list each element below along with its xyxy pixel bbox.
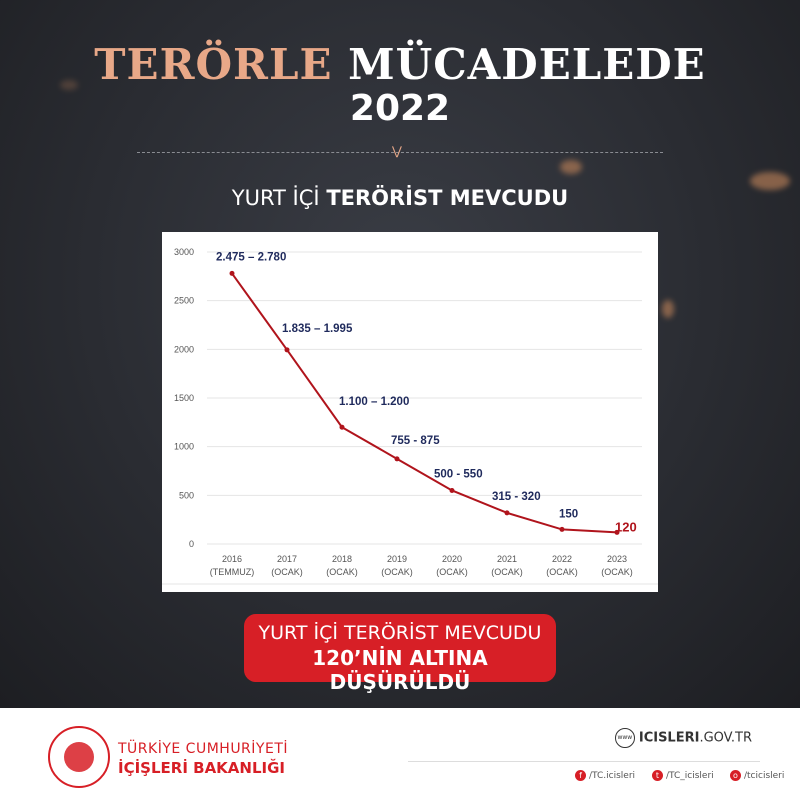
y-tick-label: 2000 bbox=[174, 344, 194, 354]
x-tick-label: 2019 bbox=[387, 554, 407, 564]
x-tick-label: 2018 bbox=[332, 554, 352, 564]
data-label: 755 - 875 bbox=[391, 435, 440, 447]
x-tick-label: 2020 bbox=[442, 554, 462, 564]
subtitle-light: YURT İÇİ bbox=[231, 186, 320, 210]
series-line bbox=[231, 272, 618, 534]
twitter-link[interactable]: t/TC_icisleri bbox=[652, 770, 714, 781]
x-tick-label: (OCAK) bbox=[546, 567, 578, 577]
chevron-down-icon: ⋁ bbox=[392, 144, 402, 158]
x-tick-label: (OCAK) bbox=[601, 567, 633, 577]
data-point bbox=[284, 347, 290, 353]
website-bold: ICISLERI bbox=[638, 730, 700, 746]
x-tick-label: 2017 bbox=[277, 554, 297, 564]
y-tick-label: 0 bbox=[189, 539, 194, 549]
ministry-seal-logo bbox=[48, 726, 110, 788]
title-rest: MÜCADELEDE bbox=[348, 40, 706, 89]
footer-divider bbox=[408, 761, 760, 762]
website-rest: .GOV.TR bbox=[699, 730, 752, 746]
instagram-icon: o bbox=[730, 770, 741, 781]
x-tick-label: 2021 bbox=[497, 554, 517, 564]
divider bbox=[137, 152, 663, 153]
y-tick-label: 1500 bbox=[174, 393, 194, 403]
data-point bbox=[339, 424, 345, 430]
ember-decoration bbox=[750, 172, 790, 190]
x-tick-label: 2023 bbox=[607, 554, 627, 564]
twitter-icon: t bbox=[652, 770, 663, 781]
y-tick-label: 2500 bbox=[174, 296, 194, 306]
main-title: TERÖRLE MÜCADELEDE bbox=[0, 40, 800, 89]
org-name-line2: İÇİŞLERİ BAKANLIĞI bbox=[118, 759, 285, 777]
title-year: 2022 bbox=[349, 88, 451, 129]
facebook-link[interactable]: f/TC.icisleri bbox=[575, 770, 635, 781]
data-point bbox=[504, 510, 510, 516]
y-tick-label: 500 bbox=[179, 490, 194, 500]
chart-panel: 0 500 1000 1500 2000 2500 3000 2016 (TEMMUZ) 2017… bbox=[162, 232, 658, 592]
data-label: 2.475 – 2.780 bbox=[216, 251, 286, 263]
banner-line1: YURT İÇİ TERÖRİST MEVCUDU bbox=[258, 622, 542, 644]
line-chart: 0 500 1000 1500 2000 2500 3000 2016 (TEMMUZ) 2017… bbox=[162, 247, 658, 585]
banner-line2: 120’NİN ALTINA DÜŞÜRÜLDÜ bbox=[312, 646, 488, 694]
y-tick-label: 1000 bbox=[174, 442, 194, 452]
subtitle-bold: TERÖRİST MEVCUDU bbox=[326, 186, 569, 210]
data-label: 500 - 550 bbox=[434, 468, 483, 480]
data-point bbox=[449, 487, 455, 493]
ember-decoration bbox=[662, 300, 674, 318]
chart-subtitle: YURT İÇİ TERÖRİST MEVCUDU bbox=[0, 186, 800, 210]
website-link[interactable]: www ICISLERI.GOV.TR bbox=[614, 728, 752, 748]
data-label: 315 - 320 bbox=[492, 491, 541, 503]
x-tick-label: (TEMMUZ) bbox=[210, 567, 255, 577]
x-tick-label: (OCAK) bbox=[436, 567, 468, 577]
data-label: 150 bbox=[559, 508, 578, 520]
data-point bbox=[229, 270, 235, 276]
x-tick-label: 2022 bbox=[552, 554, 572, 564]
ember-decoration bbox=[560, 160, 582, 174]
x-tick-label: (OCAK) bbox=[326, 567, 358, 577]
data-point bbox=[559, 526, 565, 532]
footer: TÜRKİYE CUMHURİYETİ İÇİŞLERİ BAKANLIĞI w… bbox=[0, 708, 800, 800]
data-point bbox=[614, 529, 620, 535]
y-tick-label: 3000 bbox=[174, 247, 194, 257]
x-tick-label: (OCAK) bbox=[271, 567, 303, 577]
x-tick-label: (OCAK) bbox=[381, 567, 413, 577]
x-tick-label: (OCAK) bbox=[491, 567, 523, 577]
facebook-icon: f bbox=[575, 770, 586, 781]
org-name-line1: TÜRKİYE CUMHURİYETİ bbox=[118, 741, 288, 757]
data-point bbox=[394, 456, 400, 462]
x-tick-label: 2016 bbox=[222, 554, 242, 564]
instagram-link[interactable]: o/tcicisleri bbox=[730, 770, 784, 781]
title-accent: TERÖRLE bbox=[94, 40, 333, 89]
facebook-handle: /TC.icisleri bbox=[589, 771, 636, 781]
twitter-handle: /TC_icisleri bbox=[666, 771, 714, 781]
globe-icon: www bbox=[614, 728, 635, 748]
data-label: 120 bbox=[615, 519, 637, 534]
highlight-banner: YURT İÇİ TERÖRİST MEVCUDU 120’NİN ALTINA… bbox=[244, 614, 556, 694]
instagram-handle: /tcicisleri bbox=[744, 771, 785, 781]
ember-decoration bbox=[60, 80, 78, 90]
data-label: 1.835 – 1.995 bbox=[282, 323, 353, 335]
data-label: 1.100 – 1.200 bbox=[339, 396, 409, 408]
